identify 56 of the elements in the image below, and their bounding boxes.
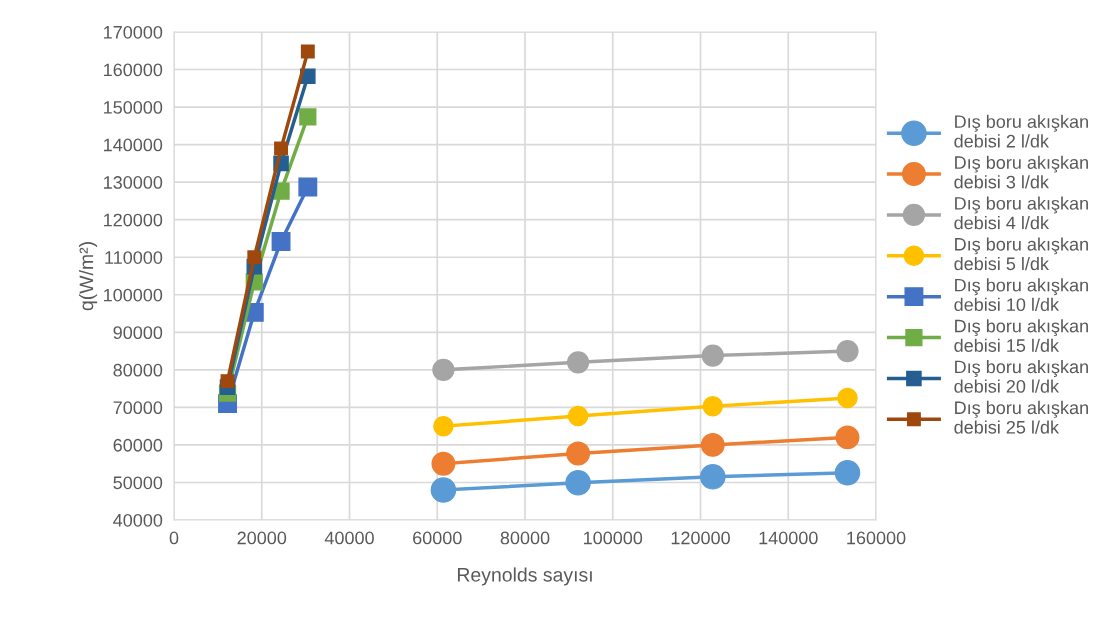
point: [247, 250, 262, 265]
point: [271, 232, 291, 251]
legend-label: Dış boru akışkan debisi 2 l/dk: [954, 114, 1088, 148]
y-tick-label: 160000: [104, 63, 163, 77]
point: [298, 177, 318, 197]
legend-label: Dış boru akışkan debisi 3 l/dk: [954, 155, 1088, 189]
point: [700, 464, 726, 490]
point: [566, 351, 590, 374]
legend-label: Dış boru akışkan debisi 15 l/dk: [954, 319, 1088, 352]
x-tick-label: 0: [169, 531, 179, 545]
x-tick-label: 120000: [671, 531, 730, 545]
point: [836, 339, 859, 363]
y-tick-label: 70000: [113, 401, 163, 415]
y-tick-label: 40000: [113, 513, 163, 527]
point: [700, 432, 725, 457]
point: [835, 425, 860, 450]
y-tick-label: 50000: [113, 476, 163, 490]
legend-label: Dış boru akışkan debisi 10 l/dk: [954, 278, 1088, 312]
legend-label: Dış boru akışkan debisi 25 l/dk: [954, 400, 1088, 434]
y-tick-label: 80000: [113, 363, 163, 377]
legend-label: Dış boru akışkan debisi 4 l/dk: [954, 196, 1088, 230]
point: [431, 451, 456, 476]
x-tick-label: 100000: [584, 531, 643, 545]
x-tick-label: 80000: [500, 531, 550, 545]
y-tick-label: 140000: [104, 138, 163, 152]
y-tick-label: 100000: [104, 288, 163, 302]
x-tick-label: 140000: [759, 531, 818, 545]
legend-label: Dış boru akışkan debisi 20 l/dk: [954, 360, 1088, 393]
x-tick-label: 40000: [324, 531, 374, 545]
y-tick-label: 120000: [104, 213, 163, 227]
y-tick-label: 90000: [113, 326, 163, 340]
point: [299, 108, 317, 126]
y-tick-label: 110000: [105, 251, 163, 264]
point: [274, 141, 289, 156]
x-tick-label: 160000: [847, 531, 906, 545]
x-axis-title: Reynolds sayısı: [457, 567, 592, 586]
point: [837, 387, 858, 409]
point: [565, 470, 591, 496]
y-axis-title: q(W/m²): [78, 242, 98, 311]
point: [567, 405, 589, 427]
point: [566, 441, 591, 466]
point: [430, 477, 457, 503]
point: [702, 395, 724, 417]
x-tick-label: 60000: [413, 531, 462, 545]
y-tick-label: 150000: [104, 101, 163, 114]
point: [432, 358, 455, 381]
legend-label: Dış boru akışkan debisi 5 l/dk: [954, 237, 1088, 271]
point: [220, 374, 235, 389]
y-tick-label: 130000: [104, 176, 163, 189]
point: [433, 415, 454, 437]
point: [701, 344, 724, 367]
x-tick-label: 20000: [237, 531, 287, 545]
y-tick-label: 170000: [104, 25, 163, 39]
y-tick-label: 60000: [113, 438, 163, 452]
point: [300, 44, 315, 59]
point: [834, 459, 861, 486]
